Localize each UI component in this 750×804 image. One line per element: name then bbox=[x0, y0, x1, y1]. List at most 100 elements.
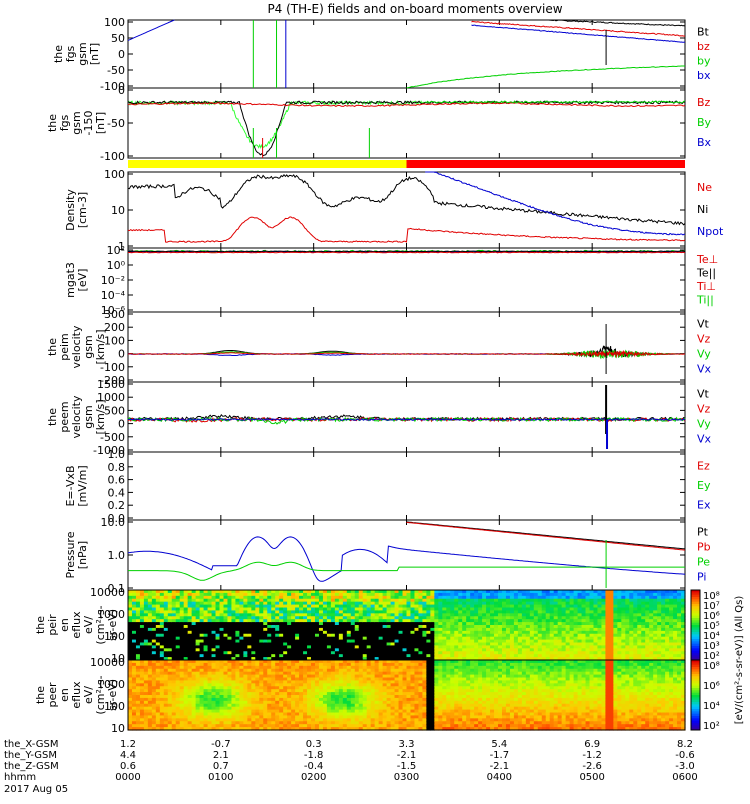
spectro-peir bbox=[128, 590, 686, 661]
ytick-label-efield: 0.8 bbox=[108, 461, 126, 474]
ytick-label-fgs_hi: -100 bbox=[100, 150, 125, 163]
ytick-label-density: 10 bbox=[111, 204, 125, 217]
legend-temp-Te||: Te|| bbox=[696, 266, 716, 279]
ytick-label-temp: 10⁻⁴ bbox=[101, 289, 126, 302]
spectro-peer bbox=[128, 660, 686, 731]
ylabel-peim_vel: [km/s] bbox=[94, 329, 107, 364]
figure-title: P4 (TH-E) fields and on-board moments ov… bbox=[267, 2, 562, 16]
legend-efield-Ex: Ex bbox=[697, 498, 711, 511]
panel-frame-efield bbox=[128, 452, 685, 520]
ylabel-efield: [mV/m] bbox=[76, 465, 89, 506]
ytick-label-pressure: 1.0 bbox=[108, 549, 126, 562]
ytick-label-peem_vel: 500 bbox=[104, 404, 125, 417]
ytick-label-fgs_hi: -50 bbox=[107, 117, 125, 130]
series-Pt bbox=[407, 522, 686, 549]
panel-frame-peim_vel bbox=[128, 312, 685, 382]
series-Ne bbox=[128, 217, 685, 242]
legend-fgs-bx: bx bbox=[697, 69, 711, 82]
series-Npot bbox=[425, 172, 685, 235]
legend-pressure-Pe: Pe bbox=[697, 556, 710, 569]
legend-temp-Ti||: Ti|| bbox=[696, 293, 714, 306]
legend-peem_vel-Vy: Vy bbox=[697, 418, 711, 431]
mode-bar-slow bbox=[128, 160, 407, 168]
ytick-label-efield: 1.0 bbox=[108, 448, 126, 461]
ytick-label-fgs: 100 bbox=[104, 16, 125, 29]
series-by bbox=[407, 66, 686, 88]
ytick-label-fgs: 0 bbox=[118, 48, 125, 61]
ylabel-peem_vel: [km/s] bbox=[94, 399, 107, 434]
legend-density-Ni: Ni bbox=[697, 203, 708, 216]
ylabel-temp: [eV] bbox=[76, 269, 89, 292]
legend-peim_vel-Vx: Vx bbox=[697, 363, 712, 376]
ylabel-fgs_hi: [nT] bbox=[94, 112, 107, 134]
ytick-label-temp: 10⁰ bbox=[107, 259, 126, 272]
ytick-label-peer: 10 bbox=[111, 722, 125, 735]
series-Te|| bbox=[128, 251, 685, 252]
ytick-label-peer: 10000 bbox=[90, 656, 125, 669]
legend-temp-Te⊥: Te⊥ bbox=[696, 253, 718, 266]
ytick-label-peem_vel: 1500 bbox=[97, 378, 125, 391]
ytick-label-peim_vel: 200 bbox=[104, 321, 125, 334]
panel-frame-density bbox=[128, 172, 685, 248]
ytick-label-efield: 0.6 bbox=[108, 474, 126, 487]
ylabel-peir: sr-eV) bbox=[106, 609, 119, 641]
ylabel-fgs: [nT] bbox=[88, 43, 101, 65]
ytick-label-fgs_hi: 0 bbox=[118, 84, 125, 97]
ytick-label-peir: 10000 bbox=[90, 586, 125, 599]
legend-efield-Ez: Ez bbox=[697, 460, 710, 473]
ytick-label-peim_vel: 300 bbox=[104, 308, 125, 321]
ytick-label-efield: 0.2 bbox=[108, 499, 126, 512]
ytick-label-fgs: 50 bbox=[111, 32, 125, 45]
legend-fgs-by: by bbox=[697, 54, 711, 67]
ytick-label-peem_vel: 0 bbox=[118, 418, 125, 431]
panel-frame-fgs_hi bbox=[128, 88, 685, 158]
legend-efield-Ey: Ey bbox=[697, 479, 711, 492]
ylabel-density: [cm-3] bbox=[76, 192, 89, 228]
ytick-label-fgs: -50 bbox=[107, 64, 125, 77]
legend-density-Ne: Ne bbox=[697, 181, 712, 194]
series-bx bbox=[128, 20, 174, 40]
legend-fgs_hi-Bx: Bx bbox=[697, 136, 712, 149]
ytick-label-pressure: 10.0 bbox=[101, 516, 126, 529]
legend-peim_vel-Vt: Vt bbox=[697, 318, 710, 331]
series-Bt bbox=[472, 20, 686, 26]
panel-temp: 10²10⁰10⁻²10⁻⁴10⁻⁶mgat3[eV]Te⊥Te||Ti⊥Ti|… bbox=[64, 244, 718, 317]
legend-pressure-Pt: Pt bbox=[697, 526, 709, 539]
ytick-label-efield: 0.4 bbox=[108, 486, 126, 499]
legend-peem_vel-Vx: Vx bbox=[697, 433, 712, 446]
series-Pi bbox=[128, 537, 685, 581]
panel-frame-temp bbox=[128, 248, 685, 312]
series-Te-perp bbox=[128, 252, 685, 253]
mode-bar-fast bbox=[407, 160, 686, 168]
ytick-label-peim_vel: 0 bbox=[118, 348, 125, 361]
series-Pe bbox=[128, 562, 685, 580]
legend-fgs-bz: bz bbox=[697, 40, 710, 53]
ytick-label-peim_vel: 100 bbox=[104, 334, 125, 347]
legend-pressure-Pb: Pb bbox=[697, 541, 711, 554]
series-Pb bbox=[407, 522, 686, 550]
legend-density-Npot: Npot bbox=[697, 225, 724, 238]
legend-fgs-Bt: Bt bbox=[697, 25, 710, 38]
ytick-label-temp: 10⁻² bbox=[101, 274, 125, 287]
legend-peim_vel-Vy: Vy bbox=[697, 348, 711, 361]
series-Ni bbox=[128, 175, 685, 225]
ytick-label-density: 100 bbox=[104, 168, 125, 181]
legend-fgs_hi-Bz: Bz bbox=[697, 96, 711, 109]
legend-peem_vel-Vz: Vz bbox=[697, 403, 711, 416]
legend-temp-Ti⊥: Ti⊥ bbox=[696, 280, 716, 293]
ylabel-pressure: [nPa] bbox=[76, 541, 89, 569]
series-Bx bbox=[128, 101, 685, 156]
legend-peem_vel-Vt: Vt bbox=[697, 388, 710, 401]
legend-fgs_hi-By: By bbox=[697, 116, 712, 129]
legend-pressure-Pi: Pi bbox=[697, 571, 706, 584]
panel-frame-pressure bbox=[128, 520, 685, 590]
ylabel-peer: sr-eV) bbox=[106, 679, 119, 711]
legend-peim_vel-Vz: Vz bbox=[697, 333, 711, 346]
